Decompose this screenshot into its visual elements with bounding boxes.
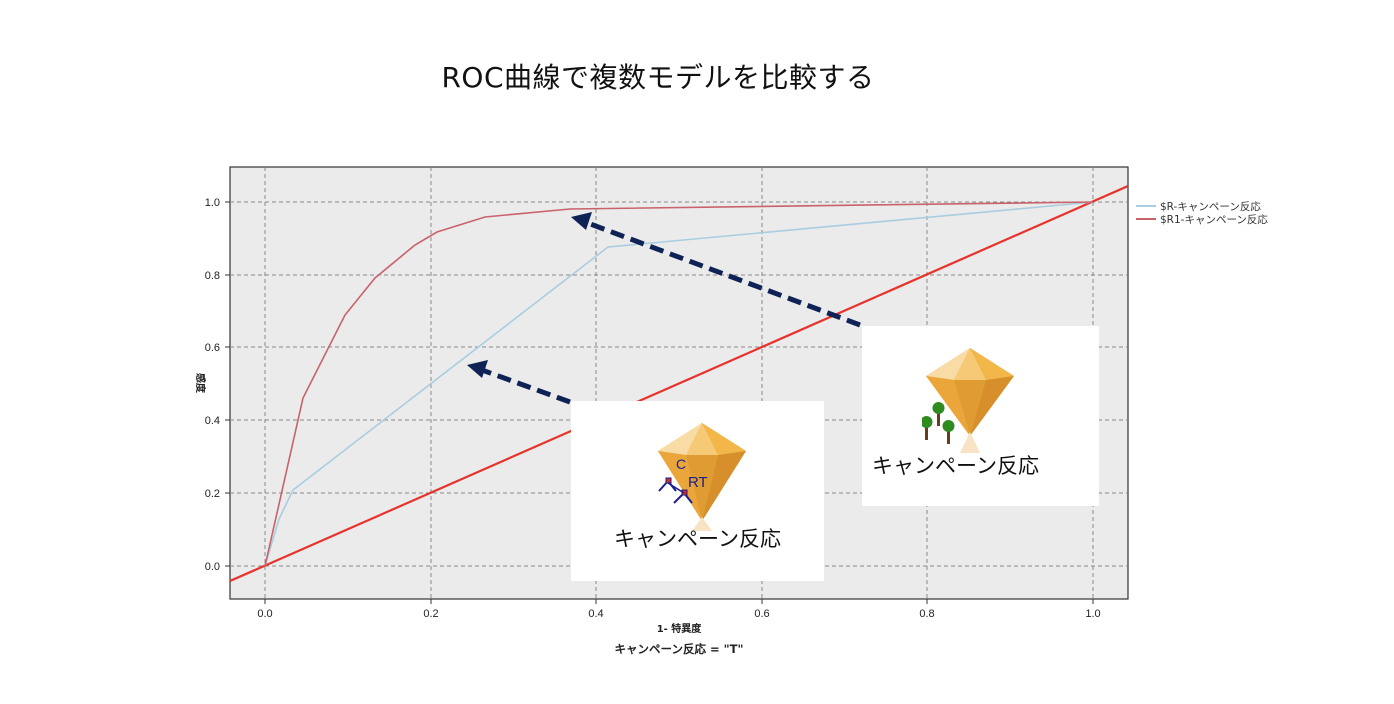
x-tick-label: 1.0 (1085, 608, 1100, 620)
series-r1-line (264, 201, 1094, 567)
arrow-to-r-curve (481, 367, 571, 405)
y-tick-label: 0.0 (205, 561, 220, 573)
y-tick-label: 0.2 (205, 488, 220, 500)
diagonal-reference-line (230, 184, 1128, 583)
y-tick-label: 0.8 (205, 270, 220, 282)
x-axis (264, 599, 1094, 604)
node-label: キャンペーン反応 (872, 454, 1039, 478)
y-axis (225, 201, 230, 567)
arrow-to-r1-curve (584, 219, 861, 328)
random-trees-model-node[interactable]: キャンペーン反応 (862, 326, 1099, 506)
y-tick-label: 0.4 (205, 415, 220, 427)
x-tick-label: 0.2 (423, 608, 438, 620)
y-axis-title: 感度 (194, 373, 207, 394)
y-tick-label: 1.0 (205, 197, 220, 209)
arrowhead-icon (467, 360, 488, 378)
crt-model-node[interactable]: C RT キャンペーン反応 (571, 401, 824, 581)
svg-text:RT: RT (688, 474, 708, 491)
svg-text:C: C (676, 456, 686, 472)
chart-subtitle: キャンペーン反応 = "T" (615, 642, 744, 656)
x-axis-title: 1- 特異度 (657, 622, 703, 635)
legend-item-r1: $R1-キャンペーン反応 (1160, 213, 1268, 226)
page-title: ROC曲線で複数モデルを比較する (441, 61, 875, 94)
x-tick-label: 0.8 (919, 608, 934, 620)
node-label: キャンペーン反応 (614, 527, 781, 551)
x-tick-label: 0.4 (588, 608, 603, 620)
arrowhead-icon (571, 212, 592, 230)
y-tick-label: 0.6 (205, 342, 220, 354)
random-trees-model-nugget-icon (922, 348, 1014, 453)
legend-item-r: $R-キャンペーン反応 (1160, 200, 1261, 213)
legend: $R-キャンペーン反応 $R1-キャンペーン反応 (1136, 200, 1268, 226)
x-tick-label: 0.0 (257, 608, 272, 620)
series-r-line (264, 201, 1094, 567)
x-tick-label: 0.6 (754, 608, 769, 620)
crt-model-nugget-icon: C RT (658, 423, 746, 531)
